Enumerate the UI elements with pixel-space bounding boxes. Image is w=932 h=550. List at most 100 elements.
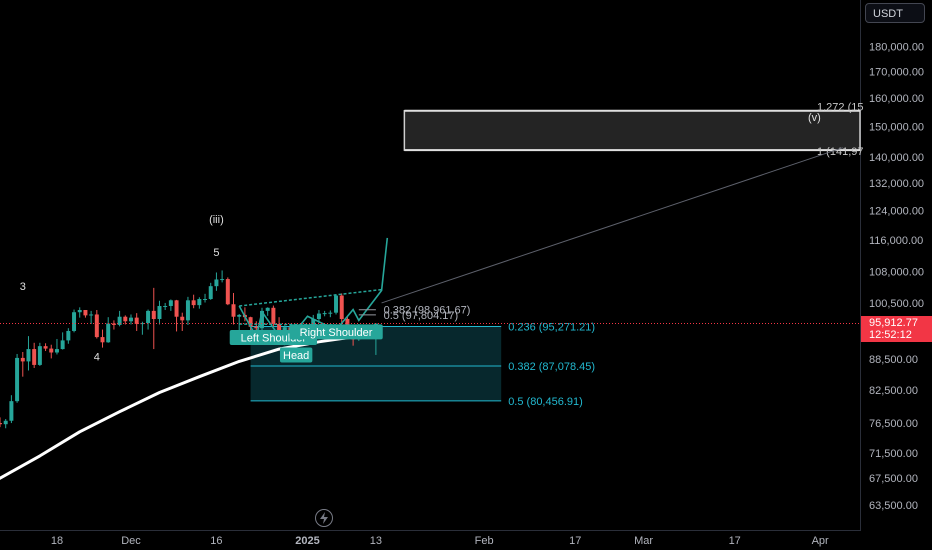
time-axis[interactable]: 18 Dec 16 2025 13 Feb 17 Mar 17 Apr bbox=[51, 535, 829, 547]
lightning-replay-icon[interactable] bbox=[315, 509, 333, 527]
candle bbox=[43, 343, 48, 352]
candle-body bbox=[174, 300, 179, 317]
candle bbox=[0, 417, 2, 428]
candle-body bbox=[163, 306, 168, 308]
candle-body bbox=[117, 316, 122, 325]
currency-button[interactable]: USDT bbox=[865, 3, 925, 23]
candle-body bbox=[43, 346, 48, 349]
price-tick-label: 140,000.00 bbox=[869, 152, 924, 164]
candle-body bbox=[265, 307, 270, 311]
price-tick-label: 132,000.00 bbox=[869, 178, 924, 190]
candle-body bbox=[100, 337, 105, 343]
current-price-value: 95,912.77 bbox=[869, 316, 918, 329]
candle bbox=[94, 309, 99, 339]
fib-level-label: 0.382 (87,078.45) bbox=[508, 361, 595, 373]
candle-body bbox=[111, 323, 116, 325]
candle-body bbox=[237, 314, 242, 317]
candle bbox=[339, 293, 344, 323]
candle-body bbox=[20, 357, 25, 362]
pattern-label-text: Head bbox=[283, 350, 309, 362]
price-tick-label: 67,500.00 bbox=[869, 473, 918, 485]
candle-body bbox=[208, 286, 213, 300]
price-tick-label: 160,000.00 bbox=[869, 93, 924, 105]
wave-label: 5 bbox=[213, 247, 219, 259]
candle-body bbox=[334, 295, 339, 313]
projection-level-label: 1.272 (15 bbox=[817, 102, 863, 114]
candle bbox=[203, 293, 208, 303]
price-tick-label: 150,000.00 bbox=[869, 122, 924, 134]
candle-body bbox=[32, 349, 37, 365]
small-fib-label: 0.382 (98,961.67) bbox=[384, 305, 471, 317]
candle-body bbox=[77, 309, 82, 313]
candle bbox=[111, 320, 116, 330]
projection-layer: 1.272 (15 1 (141,97 bbox=[381, 102, 863, 304]
candle-body bbox=[254, 326, 259, 329]
current-price-tag: 95,912.77 12:52:12 bbox=[861, 315, 932, 342]
price-tick-label: 124,000.00 bbox=[869, 205, 924, 217]
neckline bbox=[239, 288, 382, 307]
candle bbox=[185, 296, 190, 325]
candle-body bbox=[151, 310, 156, 319]
candle-body bbox=[146, 310, 151, 324]
candle bbox=[54, 338, 59, 355]
bar-countdown: 12:52:12 bbox=[869, 328, 912, 341]
candle-body bbox=[106, 323, 111, 343]
lightning-glyph bbox=[320, 512, 328, 524]
candle-body bbox=[328, 312, 333, 314]
candle-body bbox=[282, 327, 287, 332]
time-tick-label: 18 bbox=[51, 535, 63, 547]
candle bbox=[220, 270, 225, 283]
price-tick-label: 180,000.00 bbox=[869, 41, 924, 53]
time-tick-label: 17 bbox=[569, 535, 581, 547]
moving-average-line bbox=[0, 334, 360, 480]
time-tick-label: 13 bbox=[370, 535, 382, 547]
candle-body bbox=[277, 324, 282, 332]
candle bbox=[334, 294, 339, 315]
price-tick-label: 100,500.00 bbox=[869, 298, 924, 310]
time-tick-label: Dec bbox=[121, 535, 141, 547]
candle-body bbox=[94, 314, 99, 338]
time-tick-label: Feb bbox=[475, 535, 494, 547]
candle-body bbox=[271, 307, 276, 325]
candle-body bbox=[203, 299, 208, 301]
wave-label: 4 bbox=[94, 351, 100, 363]
candle-body bbox=[248, 317, 253, 327]
candle bbox=[9, 395, 14, 424]
candle-body bbox=[311, 318, 316, 330]
price-tick-label: 170,000.00 bbox=[869, 67, 924, 79]
candle bbox=[157, 300, 162, 325]
small-fib-label: 0.5 (97,804.17) bbox=[384, 310, 459, 322]
candle-body bbox=[3, 420, 8, 425]
candle bbox=[174, 299, 179, 332]
time-tick-label: 17 bbox=[729, 535, 741, 547]
candle bbox=[89, 310, 94, 325]
candle bbox=[106, 317, 111, 343]
candle-body bbox=[89, 314, 94, 316]
candle-body bbox=[157, 306, 162, 319]
candle-body bbox=[322, 313, 327, 315]
candle bbox=[231, 292, 236, 325]
price-tick-label: 76,500.00 bbox=[869, 418, 918, 430]
candle-body bbox=[185, 300, 190, 321]
fib-level-label: 0.236 (95,271.21) bbox=[508, 321, 595, 333]
candle-body bbox=[316, 313, 321, 319]
currency-label: USDT bbox=[873, 8, 903, 20]
candle-body bbox=[168, 300, 173, 307]
wave-labels-layer: 3 4 5 (iii) (v) bbox=[20, 112, 821, 364]
candle bbox=[66, 328, 71, 344]
candle-body bbox=[214, 279, 219, 287]
candle bbox=[117, 310, 122, 327]
price-axis[interactable]: 180,000.00 170,000.00 160,000.00 150,000.00… bbox=[869, 41, 924, 512]
fib-level-label: 0.5 (80,456.91) bbox=[508, 396, 583, 408]
candle bbox=[163, 302, 168, 310]
candle-body bbox=[0, 423, 2, 425]
price-tick-label: 108,000.00 bbox=[869, 266, 924, 278]
candle-body bbox=[9, 401, 14, 421]
candle-body bbox=[220, 279, 225, 281]
projection-level-label: 1 (141,97 bbox=[817, 146, 863, 158]
candle bbox=[265, 307, 270, 316]
wave-label: (v) bbox=[808, 112, 821, 124]
candle bbox=[134, 313, 139, 331]
candle-body bbox=[134, 317, 139, 325]
